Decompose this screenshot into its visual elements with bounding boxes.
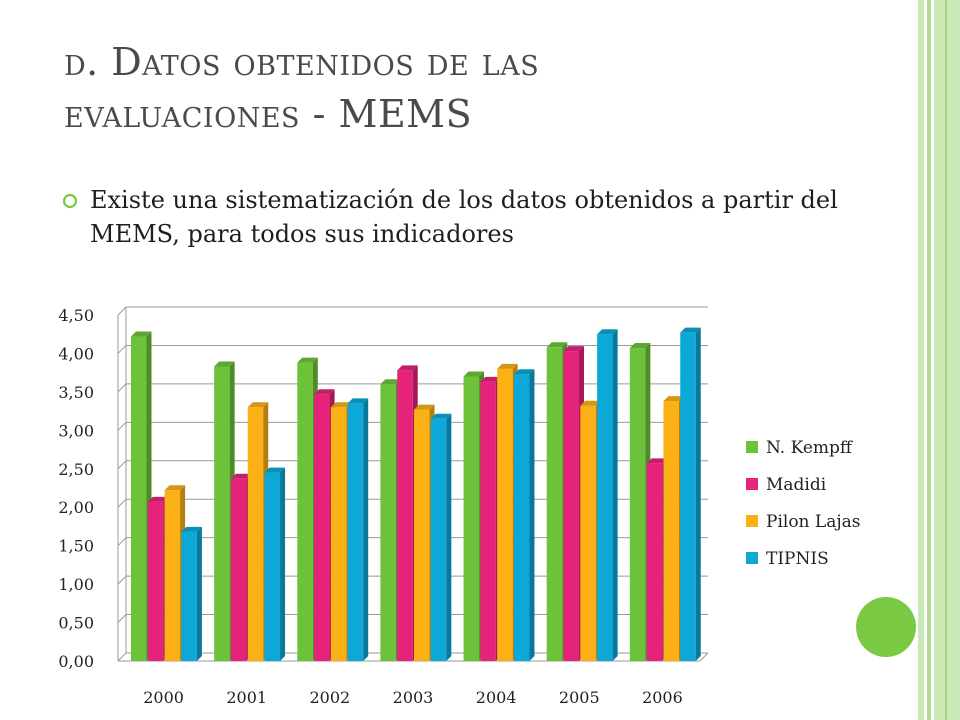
y-tick-label: 3,50 (58, 383, 94, 402)
legend-label: Madidi (766, 475, 827, 495)
title-line-2: evaluaciones - MEMS (64, 92, 473, 136)
x-tick-label: 2005 (559, 688, 600, 707)
bar-tipnis-2004 (513, 369, 535, 661)
x-tick-label: 2004 (476, 688, 517, 707)
legend-label: Pilon Lajas (766, 512, 860, 532)
x-tick-label: 2001 (226, 688, 267, 707)
legend-swatch (746, 441, 758, 453)
decorative-circle (856, 597, 916, 657)
legend-label: TIPNIS (766, 549, 829, 569)
x-tick-label: 2000 (143, 688, 184, 707)
x-tick-label: 2006 (642, 688, 683, 707)
y-tick-label: 2,00 (58, 498, 94, 517)
title-line-1: d. Datos obtenidos de las (64, 40, 540, 84)
x-tick-label: 2002 (309, 688, 350, 707)
x-axis-ticks: 2000 2001 2002 2003 2004 2005 2006 (143, 688, 683, 707)
legend-swatch (746, 515, 758, 527)
chart-bars (131, 327, 701, 661)
gridline (117, 344, 708, 354)
legend-swatch (746, 478, 758, 490)
y-tick-label: 0,50 (58, 614, 94, 633)
circle-outline-icon (62, 193, 78, 209)
y-axis-ticks: 0,00 0,50 1,00 1,50 2,00 2,50 3,00 3,50 4,00 4,50 (58, 306, 94, 671)
bar-tipnis-2006 (680, 327, 701, 661)
y-tick-label: 3,00 (58, 421, 94, 440)
decorative-bar (934, 0, 960, 720)
y-tick-label: 2,50 (58, 460, 94, 479)
y-tick-label: 1,00 (58, 575, 94, 594)
bar-tipnis-2003 (430, 413, 452, 661)
gridline (117, 306, 708, 316)
decorative-bar (927, 0, 931, 720)
bar-chart: 0,00 0,50 1,00 1,50 2,00 2,50 3,00 3,50 4,00 4,50… (58, 306, 860, 707)
x-tick-label: 2003 (393, 688, 434, 707)
bar-tipnis-2000 (181, 526, 202, 661)
bar-tipnis-2002 (347, 398, 369, 661)
bullet-text: Existe una sistematización de los datos … (90, 186, 838, 248)
y-tick-label: 1,50 (58, 537, 94, 556)
decorative-bar (918, 0, 924, 720)
slide-title: d. Datos obtenidos de las evaluaciones -… (64, 36, 904, 140)
bar-pilon-lajas-2001 (247, 402, 269, 661)
y-tick-label: 4,50 (58, 306, 94, 325)
bar-tipnis-2001 (264, 467, 286, 661)
chart-legend: N. Kempff Madidi Pilon Lajas TIPNIS (746, 438, 860, 569)
legend-swatch (746, 552, 758, 564)
bar-tipnis-2005 (597, 329, 618, 661)
y-tick-label: 4,00 (58, 344, 94, 363)
y-tick-label: 0,00 (58, 652, 94, 671)
legend-label: N. Kempff (766, 438, 854, 458)
